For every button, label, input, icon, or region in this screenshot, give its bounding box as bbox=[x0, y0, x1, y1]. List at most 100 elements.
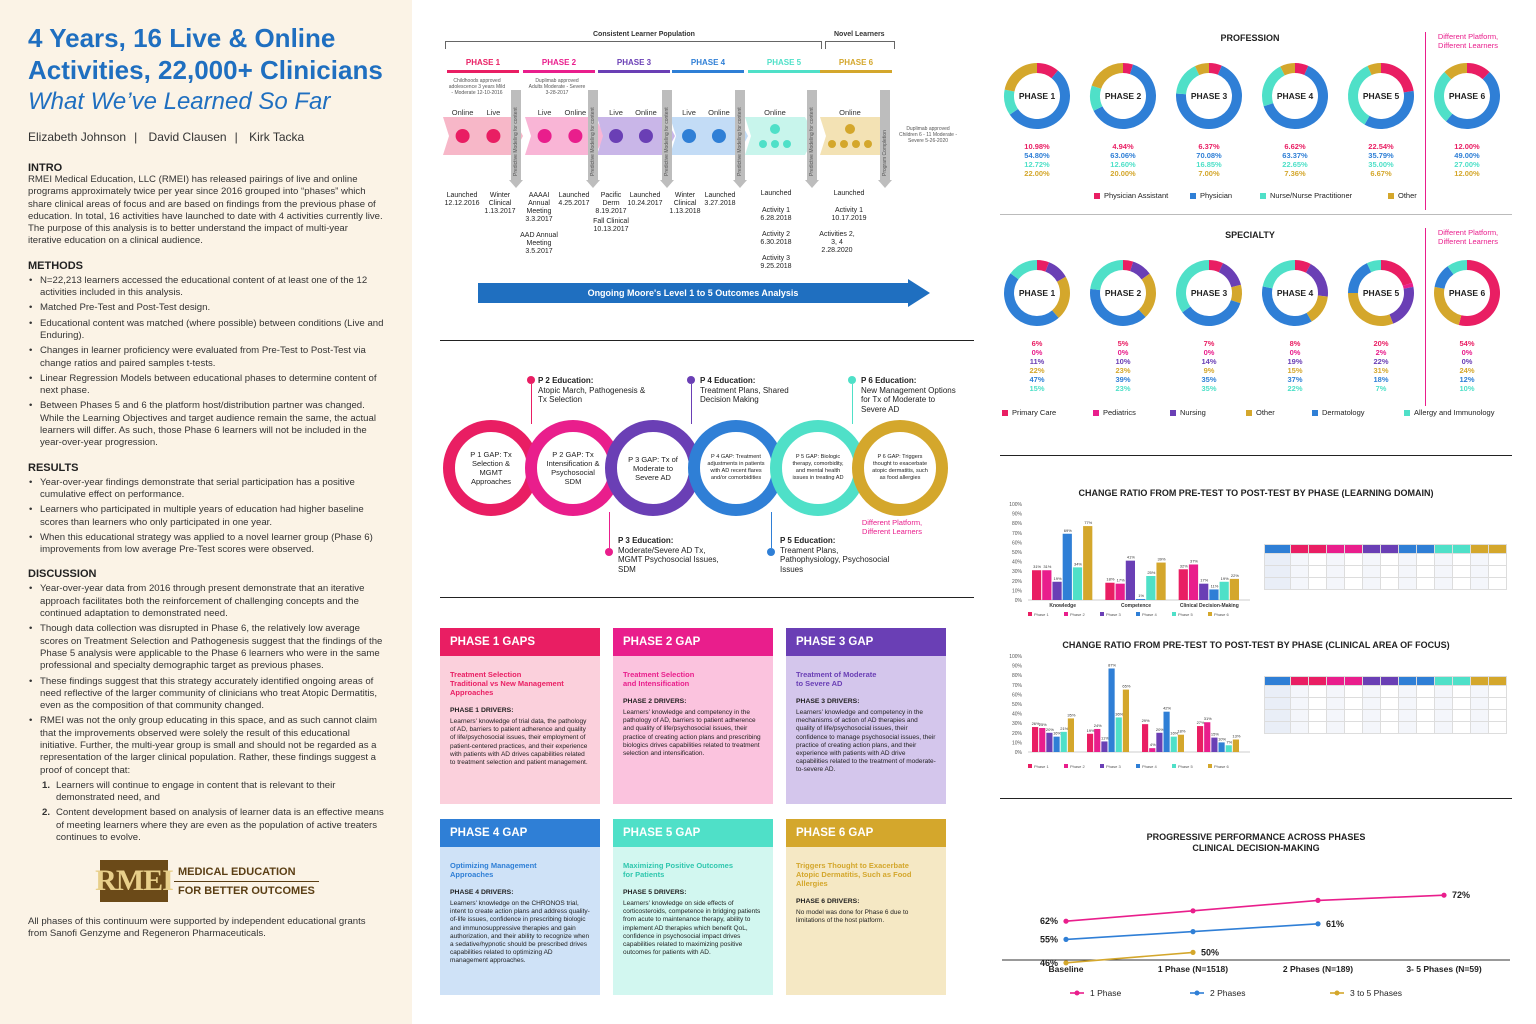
y-tick-label: 20% bbox=[1012, 731, 1023, 737]
bar bbox=[1170, 736, 1177, 752]
donut-values: 6% 0% 11% 22% 47% 15% bbox=[1002, 339, 1072, 393]
donut-label: PHASE 5 bbox=[1362, 91, 1400, 101]
legend-label: Dermatology bbox=[1322, 408, 1365, 417]
data-table bbox=[1264, 544, 1507, 590]
table-cell bbox=[1326, 553, 1345, 566]
donut-value: 22.65% bbox=[1282, 160, 1308, 169]
bar-value-label: 31% bbox=[1204, 716, 1212, 721]
bar-value-label: 31% bbox=[1033, 564, 1041, 569]
activity-dot bbox=[682, 129, 697, 143]
donut-label: PHASE 3 bbox=[1190, 288, 1228, 298]
launch-date: Fall Clinical 10.13.2017 bbox=[593, 218, 629, 233]
specialty-title: SPECIALTY bbox=[1225, 230, 1275, 240]
timeline-note: Duplimab approved Children 6 - 11 Modera… bbox=[899, 126, 957, 144]
chevron-shape bbox=[525, 117, 605, 155]
predictive-modeling-bar: Predictive Modeling for content bbox=[807, 90, 817, 180]
education-text: Atopic March, Pathogenesis & Tx Selectio… bbox=[538, 385, 646, 405]
table-cell bbox=[1362, 721, 1381, 734]
donut-slice bbox=[1010, 260, 1037, 280]
table-cell bbox=[1470, 577, 1489, 590]
gap-box-body: Treatment Selection and Intensification PH… bbox=[613, 656, 773, 804]
table-row bbox=[1264, 685, 1507, 698]
bar bbox=[1177, 734, 1184, 752]
consistent-label: Consistent Learner Population bbox=[593, 31, 695, 38]
donut-slice bbox=[1263, 65, 1328, 129]
donut-value: 70.08% bbox=[1196, 151, 1222, 160]
donut-values: 20% 2% 22% 31% 18% 7% bbox=[1346, 339, 1416, 393]
marker-dot bbox=[848, 376, 856, 384]
bar-value-label: 21% bbox=[1060, 726, 1068, 731]
bar-value-label: 20% bbox=[1156, 727, 1164, 732]
donut-chart bbox=[1262, 260, 1328, 326]
mode-label: Online bbox=[564, 108, 587, 117]
bar-value-label: 19% bbox=[1221, 576, 1229, 581]
chevron-shape bbox=[443, 117, 523, 155]
bar-value-label: 31% bbox=[1043, 564, 1051, 569]
y-tick-label: 0% bbox=[1015, 750, 1023, 756]
bar-value-label: 19% bbox=[1087, 728, 1095, 733]
table-cell bbox=[1326, 685, 1345, 698]
table-cell bbox=[1308, 721, 1327, 734]
table-cell bbox=[1380, 709, 1399, 722]
legend-label: Phase 5 bbox=[1178, 764, 1193, 768]
table-header-cell bbox=[1488, 676, 1507, 686]
legend-swatch bbox=[1136, 612, 1140, 616]
phase-bar bbox=[523, 70, 595, 73]
list-item: Year-over-year findings demonstrate that… bbox=[28, 477, 384, 502]
donut-chart bbox=[1434, 260, 1500, 326]
table-cell bbox=[1380, 553, 1399, 566]
gap-box-title: Atopic Dermatitis, Such as Food Allergie… bbox=[796, 870, 912, 888]
bar-value-label: 36% bbox=[1115, 711, 1123, 716]
table-cell bbox=[1434, 697, 1453, 710]
gap-box-title: Triggers Thought to Exacerbate bbox=[796, 861, 909, 870]
data-point bbox=[1441, 892, 1447, 898]
phase-label: PHASE 2 bbox=[541, 58, 577, 67]
table-header-cell bbox=[1470, 676, 1489, 686]
legend-item: Nursing bbox=[1170, 408, 1206, 417]
donut-label: PHASE 4 bbox=[1276, 288, 1314, 298]
bar-value-label: 1% bbox=[1138, 593, 1144, 598]
bar bbox=[1053, 736, 1060, 752]
bar-value-label: 7% bbox=[1226, 739, 1232, 744]
moore-arrow: Ongoing Moore's Level 1 to 5 Outcomes An… bbox=[478, 283, 908, 303]
table-cell bbox=[1308, 685, 1327, 698]
gap-box-text: Learners' knowledge of trial data, the p… bbox=[450, 718, 588, 767]
bar bbox=[1199, 583, 1209, 600]
bar-value-label: 35% bbox=[1067, 712, 1075, 717]
table-cell bbox=[1416, 709, 1435, 722]
legend-label: Phase 4 bbox=[1142, 764, 1157, 768]
table-cell bbox=[1452, 577, 1471, 590]
launch-date: Activities 2, 3, 4 2.28.2020 bbox=[819, 231, 855, 254]
bar bbox=[1032, 570, 1042, 600]
series-line bbox=[1065, 951, 1194, 964]
different-platform-note: Different Platform, Different Learners bbox=[861, 518, 923, 536]
donut-value: 0% bbox=[1117, 348, 1129, 357]
stem-line bbox=[690, 384, 692, 424]
donut-slice bbox=[1123, 63, 1134, 75]
table-header-cell bbox=[1380, 676, 1399, 686]
table-cell bbox=[1264, 709, 1291, 722]
donut-value: 12.60% bbox=[1110, 160, 1136, 169]
predictive-modeling-bar: Predictive Modeling for content bbox=[735, 90, 745, 180]
table-cell bbox=[1434, 565, 1453, 578]
down-arrow-icon bbox=[660, 180, 674, 188]
legend-swatch bbox=[1100, 612, 1104, 616]
table-cell bbox=[1326, 709, 1345, 722]
bar-label: Predictive Modeling for content bbox=[809, 107, 815, 176]
gap-box-body: Treatment Selection Traditional vs New Ma… bbox=[440, 656, 600, 804]
donut-chart bbox=[1262, 63, 1328, 129]
table-cell bbox=[1264, 565, 1291, 578]
learning-domain-chart: 100% 90% 80% 70% 60% 50% 40% 30% 20% 10% 0% 31% 31% 1… bbox=[1009, 502, 1250, 616]
data-point bbox=[1063, 960, 1069, 966]
bar bbox=[1146, 576, 1156, 600]
bar bbox=[1204, 722, 1211, 752]
x-tick-label: Clinical Decision-Making bbox=[1180, 603, 1239, 609]
phase-chevron bbox=[670, 117, 748, 155]
legend-item: Pediatrics bbox=[1093, 408, 1136, 417]
donut-value: 19% bbox=[1287, 357, 1303, 366]
table-cell bbox=[1290, 697, 1309, 710]
list-item: Year-over-year data from 2016 through pr… bbox=[28, 583, 384, 620]
x-tick-label: Competence bbox=[1121, 603, 1151, 609]
different-platform-note: Different Platform, Different Learners bbox=[1437, 32, 1499, 50]
bar-label: Predictive Modeling for content bbox=[590, 107, 596, 176]
